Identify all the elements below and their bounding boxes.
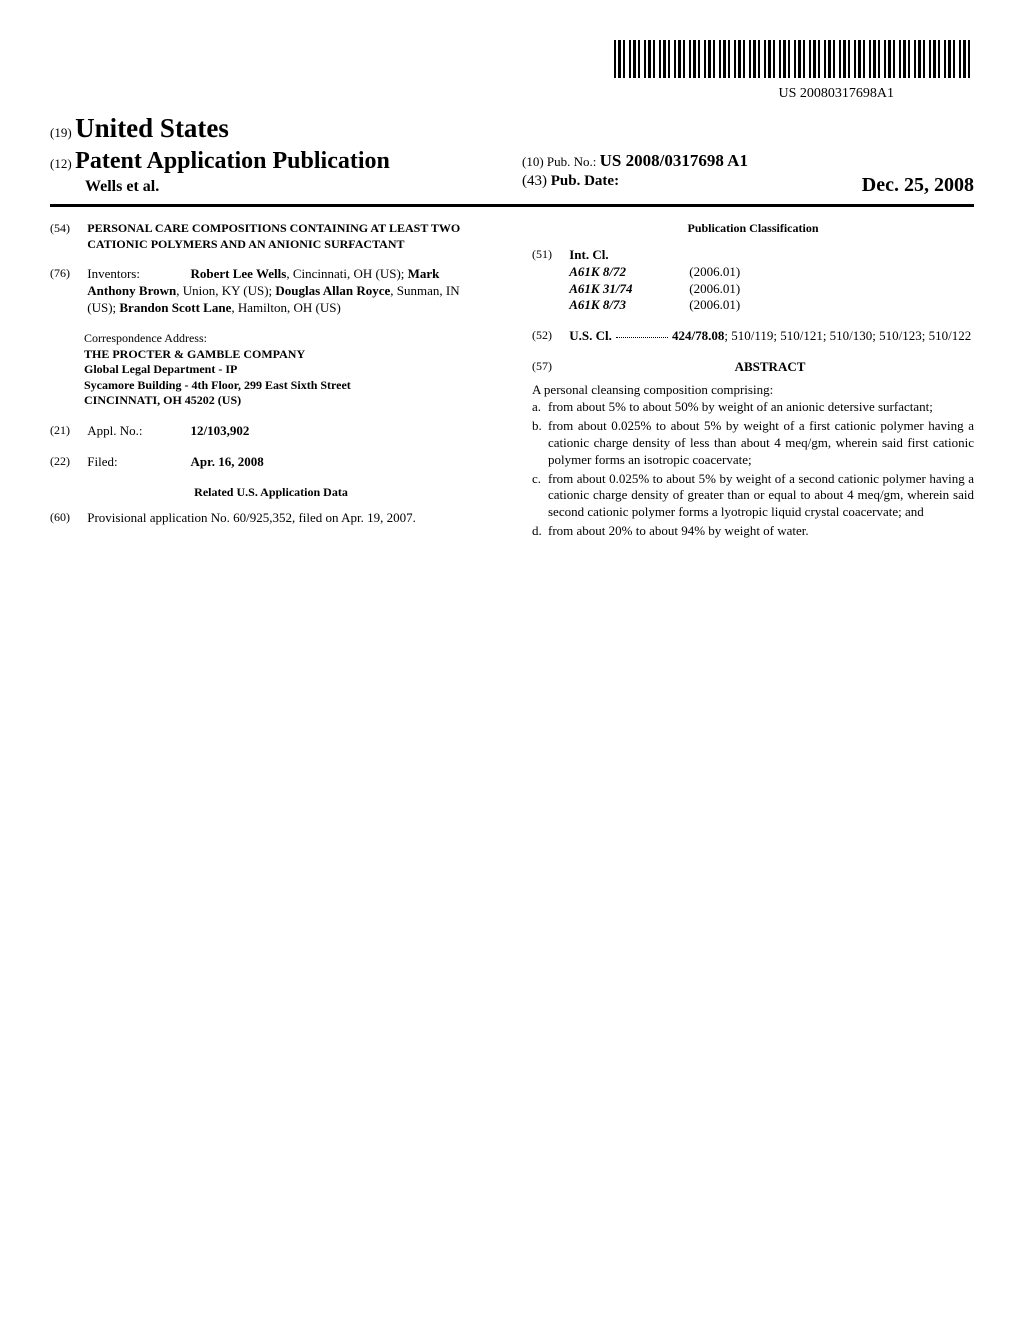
intcl-year: (2006.01) [689, 281, 789, 298]
abstract-item: d. from about 20% to about 94% by weight… [532, 523, 974, 540]
filed-value: Apr. 16, 2008 [191, 454, 264, 469]
abstract-intro: A personal cleansing composition compris… [532, 382, 974, 399]
abstract-letter: c. [532, 471, 548, 522]
applno-block: (21) Appl. No.: 12/103,902 [50, 423, 492, 440]
inventors-label: Inventors: [87, 266, 187, 283]
country-name: United States [75, 113, 229, 143]
intcl-code: A61K 31/74 [569, 281, 689, 298]
filed-label: Filed: [87, 454, 187, 471]
intcl-table: A61K 8/72 (2006.01) A61K 31/74 (2006.01)… [569, 264, 971, 315]
country-line: (19) United States [50, 111, 502, 146]
abstract-list: a. from about 5% to about 50% by weight … [532, 399, 974, 540]
intcl-row: A61K 31/74 (2006.01) [569, 281, 971, 298]
abstract-text: from about 0.025% to about 5% by weight … [548, 418, 974, 469]
pubno-label: Pub. No.: [547, 154, 596, 169]
abstract-item: a. from about 5% to about 50% by weight … [532, 399, 974, 416]
pubno: US 2008/0317698 A1 [600, 151, 748, 170]
abstract-letter: a. [532, 399, 548, 416]
right-column: Publication Classification (51) Int. Cl.… [532, 221, 974, 542]
country-num: (19) [50, 125, 72, 140]
intcl-code: A61K 8/73 [569, 297, 689, 314]
abstract-item: b. from about 0.025% to about 5% by weig… [532, 418, 974, 469]
pubno-line: (10) Pub. No.: US 2008/0317698 A1 [522, 150, 974, 172]
barcode-text: US 20080317698A1 [50, 85, 974, 103]
abstract-header-row: (57) ABSTRACT [532, 359, 974, 376]
provisional-block: (60) Provisional application No. 60/925,… [50, 510, 492, 527]
pubdate-line: (43) Pub. Date: Dec. 25, 2008 [522, 172, 974, 192]
intcl-block: (51) Int. Cl. A61K 8/72 (2006.01) A61K 3… [532, 247, 974, 315]
uscl-main: 424/78.08 [672, 328, 724, 343]
applno-num: (21) [50, 423, 84, 439]
intcl-year: (2006.01) [689, 297, 789, 314]
applno-label: Appl. No.: [87, 423, 187, 440]
intcl-num: (51) [532, 247, 566, 263]
inventors-num: (76) [50, 266, 84, 282]
filed-num: (22) [50, 454, 84, 470]
header-row: (19) United States (12) Patent Applicati… [50, 111, 974, 198]
uscl-rest: ; 510/119; 510/121; 510/130; 510/123; 51… [724, 328, 971, 343]
pubdate-label: Pub. Date: [551, 173, 619, 189]
abstract-letter: d. [532, 523, 548, 540]
provisional-num: (60) [50, 510, 84, 526]
barcode-section: US 20080317698A1 [50, 40, 974, 103]
patent-title: PERSONAL CARE COMPOSITIONS CONTAINING AT… [87, 221, 489, 252]
provisional-text: Provisional application No. 60/925,352, … [87, 510, 489, 527]
applno-body: Appl. No.: 12/103,902 [87, 423, 489, 440]
intcl-body: Int. Cl. A61K 8/72 (2006.01) A61K 31/74 … [569, 247, 971, 315]
intcl-year: (2006.01) [689, 264, 789, 281]
uscl-line: U.S. Cl. 424/78.08; 510/119; 510/121; 51… [569, 328, 971, 345]
content-columns: (54) PERSONAL CARE COMPOSITIONS CONTAINI… [50, 221, 974, 542]
correspondence-block: Correspondence Address: THE PROCTER & GA… [50, 331, 492, 409]
header-left: (19) United States (12) Patent Applicati… [50, 111, 502, 198]
uscl-label: U.S. Cl. [569, 328, 612, 345]
abstract-heading: ABSTRACT [566, 359, 974, 376]
correspondence-label: Correspondence Address: [84, 331, 492, 347]
intcl-label: Int. Cl. [569, 247, 608, 262]
correspondence-line-3: CINCINNATI, OH 45202 (US) [84, 393, 492, 409]
uscl-num: (52) [532, 328, 566, 344]
abstract-text: from about 20% to about 94% by weight of… [548, 523, 974, 540]
intcl-code: A61K 8/72 [569, 264, 689, 281]
correspondence-line-1: Global Legal Department - IP [84, 362, 492, 378]
pubdate-num: (43) [522, 173, 547, 189]
uscl-dots [616, 328, 668, 338]
abstract-section: (57) ABSTRACT A personal cleansing compo… [532, 359, 974, 540]
title-block: (54) PERSONAL CARE COMPOSITIONS CONTAINI… [50, 221, 492, 252]
pubdate: Dec. 25, 2008 [862, 172, 974, 198]
pubclass-heading: Publication Classification [532, 221, 974, 237]
pub-type: Patent Application Publication [75, 148, 390, 174]
applno-value: 12/103,902 [191, 423, 250, 438]
abstract-num: (57) [532, 359, 566, 376]
uscl-codes: 424/78.08; 510/119; 510/121; 510/130; 51… [672, 328, 971, 345]
filed-block: (22) Filed: Apr. 16, 2008 [50, 454, 492, 471]
abstract-letter: b. [532, 418, 548, 469]
intcl-row: A61K 8/73 (2006.01) [569, 297, 971, 314]
abstract-item: c. from about 0.025% to about 5% by weig… [532, 471, 974, 522]
abstract-text: from about 5% to about 50% by weight of … [548, 399, 974, 416]
uscl-body: U.S. Cl. 424/78.08; 510/119; 510/121; 51… [569, 328, 971, 345]
authors: Wells et al. [50, 177, 502, 198]
inventors-body: Inventors: Robert Lee Wells, Cincinnati,… [87, 266, 489, 317]
header-right: (10) Pub. No.: US 2008/0317698 A1 (43) P… [502, 150, 974, 198]
intcl-row: A61K 8/72 (2006.01) [569, 264, 971, 281]
divider [50, 204, 974, 207]
pub-type-line: (12) Patent Application Publication [50, 146, 502, 177]
barcode-image [614, 40, 974, 78]
correspondence-line-0: THE PROCTER & GAMBLE COMPANY [84, 347, 492, 363]
filed-body: Filed: Apr. 16, 2008 [87, 454, 489, 471]
left-column: (54) PERSONAL CARE COMPOSITIONS CONTAINI… [50, 221, 492, 542]
title-num: (54) [50, 221, 84, 237]
inventors-block: (76) Inventors: Robert Lee Wells, Cincin… [50, 266, 492, 317]
uscl-block: (52) U.S. Cl. 424/78.08; 510/119; 510/12… [532, 328, 974, 345]
abstract-text: from about 0.025% to about 5% by weight … [548, 471, 974, 522]
related-heading: Related U.S. Application Data [50, 485, 492, 501]
pub-type-num: (12) [50, 156, 72, 171]
pubno-num: (10) [522, 154, 544, 169]
correspondence-line-2: Sycamore Building - 4th Floor, 299 East … [84, 378, 492, 394]
